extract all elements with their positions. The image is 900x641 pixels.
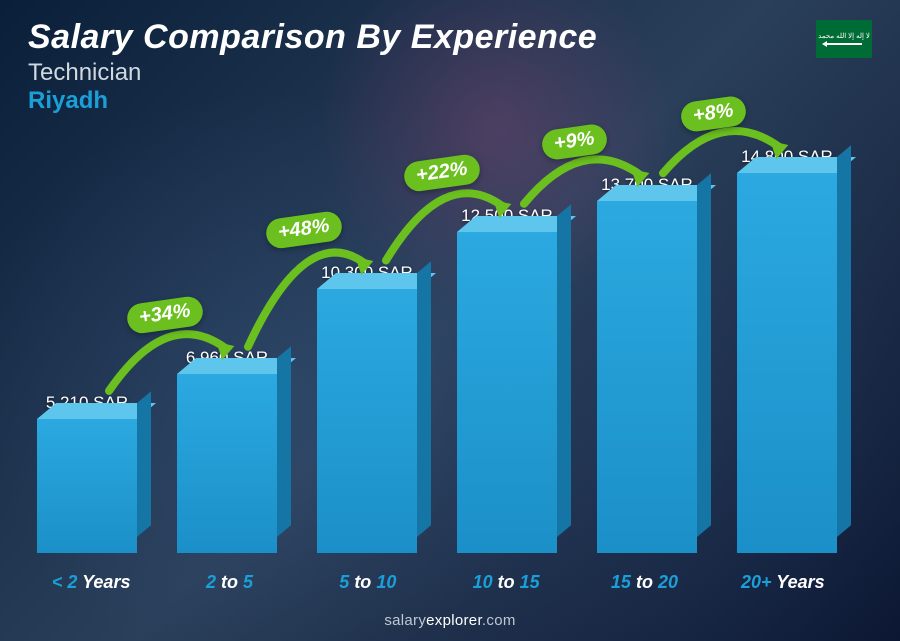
x-axis-category: 5 to 10 [299,572,437,593]
footer-attribution: salaryexplorer.com [0,612,900,629]
bars-container: 5,210 SAR6,960 SAR10,300 SAR12,500 SAR13… [22,130,852,553]
bar-front-face [737,173,837,553]
bar-group: 14,800 SAR [722,147,852,553]
bar-front-face [37,419,137,553]
chart-area: 5,210 SAR6,960 SAR10,300 SAR12,500 SAR13… [22,130,852,593]
bar-side-face [417,261,431,537]
subtitle-location: Riyadh [28,87,872,115]
flag-sword-icon [826,43,862,45]
x-axis-category: < 2 Years [22,572,160,593]
x-axis-labels: < 2 Years2 to 55 to 1010 to 1515 to 2020… [22,572,852,593]
bar-side-face [837,145,851,537]
bar-group: 5,210 SAR [22,393,152,553]
bar-group: 12,500 SAR [442,206,572,553]
page-title: Salary Comparison By Experience [28,18,872,57]
x-axis-category: 20+ Years [714,572,852,593]
flag-shahada-text: لا إله إلا الله محمد [818,33,870,40]
footer-accent: explorer [426,612,482,629]
bar-group: 13,700 SAR [582,175,712,553]
bar-front-face [457,232,557,553]
bar-side-face [697,173,711,537]
bar-3d [317,289,417,553]
bar-side-face [557,204,571,537]
bar-side-face [137,391,151,537]
bar-group: 6,960 SAR [162,348,292,553]
footer-prefix: salary [384,612,426,629]
bar-3d [37,419,137,553]
bar-3d [737,173,837,553]
bar-side-face [277,346,291,537]
bar-3d [597,201,697,553]
footer-suffix: .com [482,612,516,629]
bar-front-face [597,201,697,553]
subtitle-role: Technician [28,59,872,87]
x-axis-category: 15 to 20 [575,572,713,593]
bar-3d [457,232,557,553]
bar-front-face [317,289,417,553]
bar-front-face [177,374,277,553]
bar-group: 10,300 SAR [302,263,432,553]
x-axis-category: 10 to 15 [437,572,575,593]
flag-saudi-arabia: لا إله إلا الله محمد [816,20,872,58]
x-axis-category: 2 to 5 [160,572,298,593]
header: Salary Comparison By Experience Technici… [28,18,872,115]
bar-3d [177,374,277,553]
